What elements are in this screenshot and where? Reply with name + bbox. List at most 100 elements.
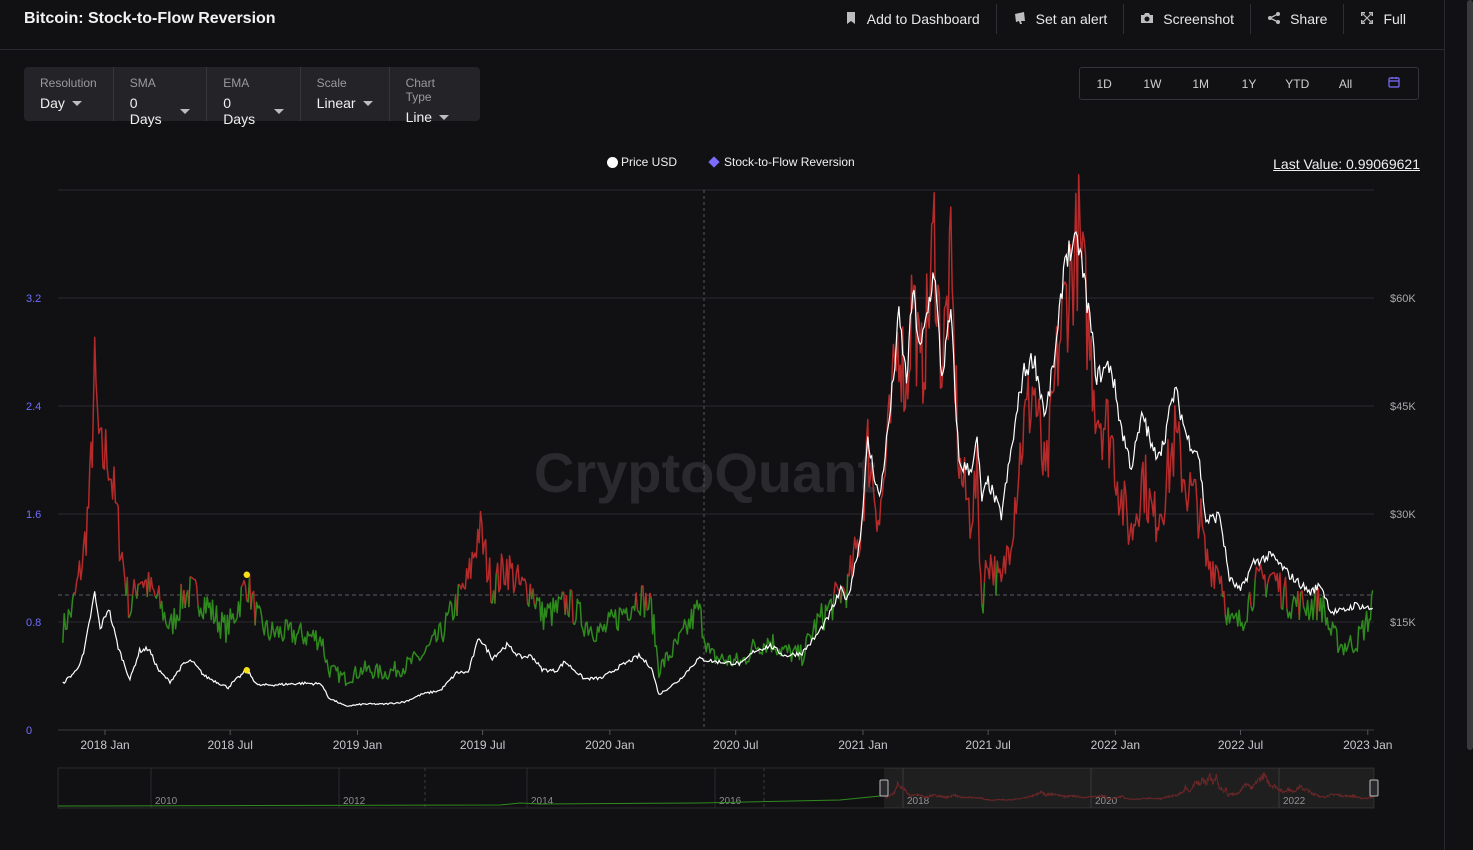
s2f-reversion-segment <box>1298 592 1302 621</box>
x-axis-tick-label: 2021 Jan <box>838 738 887 752</box>
x-axis-tick-label: 2018 Jul <box>208 738 253 752</box>
legend-item-price[interactable]: Price USD <box>607 155 677 169</box>
sma-control[interactable]: SMA 0 Days <box>114 67 208 127</box>
share-button[interactable]: Share <box>1250 4 1343 34</box>
scale-label: Scale <box>316 76 347 90</box>
navigator-label: 2018 <box>907 796 930 807</box>
camera-icon <box>1140 11 1154 28</box>
s2f-reversion-segment <box>156 585 162 609</box>
time-range-selector: 1D 1W 1M 1Y YTD All <box>1079 67 1419 100</box>
x-axis-tick-label: 2020 Jan <box>585 738 634 752</box>
set-alert-label: Set an alert <box>1035 11 1108 27</box>
sma-label: SMA <box>129 76 156 90</box>
date-range-button[interactable] <box>1370 68 1418 99</box>
chart-settings-panel: Resolution Day SMA 0 Days EMA 0 Days Sca… <box>24 67 480 127</box>
left-axis-tick-label: 0 <box>26 725 32 737</box>
chevron-down-icon <box>362 100 373 106</box>
chevron-down-icon <box>439 114 450 120</box>
fullscreen-button[interactable]: Full <box>1343 4 1422 34</box>
s2f-reversion-segment <box>250 593 254 610</box>
legend-label-price: Price USD <box>621 155 678 169</box>
s2f-reversion-segment <box>1286 590 1299 620</box>
chart-type-label: Chart Type <box>405 76 435 104</box>
range-1y-button[interactable]: 1Y <box>1241 76 1257 91</box>
legend-label-s2f-reversion: Stock-to-Flow Reversion <box>724 155 855 169</box>
scale-dropdown[interactable]: Linear <box>317 95 373 111</box>
range-ytd-button[interactable]: YTD <box>1285 76 1310 91</box>
chevron-down-icon <box>180 108 191 114</box>
s2f-reversion-segment <box>138 578 149 598</box>
left-axis-tick-label: 2.4 <box>26 401 41 413</box>
s2f-reversion-segment <box>1223 591 1227 615</box>
s2f-reversion-segment <box>126 576 130 618</box>
left-axis-tick-label: 1.6 <box>26 509 41 521</box>
header-actions: Add to Dashboard Set an alert Screenshot… <box>828 0 1422 38</box>
ema-value: 0 Days <box>223 95 256 127</box>
x-axis-tick-label: 2022 Jan <box>1091 738 1140 752</box>
s2f-reversion-segment <box>526 583 532 608</box>
range-1w-button[interactable]: 1W <box>1143 76 1162 91</box>
navigator-label: 2022 <box>1283 796 1306 807</box>
chart-type-dropdown[interactable]: Line <box>406 109 464 125</box>
resolution-dropdown[interactable]: Day <box>40 95 97 111</box>
add-to-dashboard-button[interactable]: Add to Dashboard <box>828 4 996 34</box>
chart-type-control[interactable]: Chart Type Line <box>390 67 480 125</box>
range-1d-button[interactable]: 1D <box>1096 76 1112 91</box>
chart-type-value: Line <box>405 109 433 125</box>
s2f-reversion-segment <box>646 592 651 611</box>
scrollbar[interactable] <box>1467 0 1473 750</box>
navigator-label: 2012 <box>343 796 366 807</box>
s2f-reversion-segment <box>1248 591 1252 607</box>
navigator-left-handle[interactable] <box>879 779 889 797</box>
range-all-button[interactable]: All <box>1338 76 1353 91</box>
navigator-label: 2020 <box>1095 796 1118 807</box>
s2f-reversion-segment <box>240 579 248 601</box>
set-alert-button[interactable]: Set an alert <box>995 4 1124 34</box>
navigator-selection <box>884 768 1374 808</box>
resolution-control[interactable]: Resolution Day <box>24 67 114 121</box>
navigator-series-line <box>885 772 1374 802</box>
s2f-reversion-segment <box>1254 564 1267 598</box>
navigator-right-handle[interactable] <box>1369 779 1379 797</box>
share-label: Share <box>1290 11 1328 27</box>
s2f-reversion-segment <box>246 574 251 603</box>
s2f-reversion-segment <box>650 594 835 678</box>
calendar-icon <box>1388 76 1400 91</box>
x-axis-tick-label: 2023 Jan <box>1343 738 1392 752</box>
navigator-history-line <box>57 788 885 807</box>
fullscreen-label: Full <box>1383 11 1406 27</box>
scale-control[interactable]: Scale Linear <box>301 67 390 121</box>
s2f-reversion-segment <box>1283 576 1288 609</box>
ema-control[interactable]: EMA 0 Days <box>207 67 301 127</box>
screenshot-button[interactable]: Screenshot <box>1123 4 1250 34</box>
add-to-dashboard-label: Add to Dashboard <box>866 11 980 27</box>
s2f-reversion-segment <box>1318 590 1374 656</box>
s2f-reversion-segment <box>131 578 138 599</box>
ema-dropdown[interactable]: 0 Days <box>223 95 284 127</box>
s2f-reversion-segment <box>159 583 182 635</box>
s2f-reversion-segment <box>567 589 572 618</box>
range-1m-button[interactable]: 1M <box>1192 76 1210 91</box>
s2f-reversion-segment <box>533 591 564 631</box>
s2f-reversion-segment <box>641 584 646 618</box>
s2f-hover-marker <box>243 571 250 578</box>
legend-item-s2f-reversion[interactable]: Stock-to-Flow Reversion <box>707 155 855 169</box>
s2f-reversion-segment <box>456 583 460 617</box>
right-axis-tick-label: $15K <box>1390 617 1416 629</box>
x-axis-tick-label: 2021 Jul <box>965 738 1010 752</box>
s2f-reversion-segment <box>636 585 643 616</box>
s2f-reversion-segment <box>1265 583 1269 598</box>
s2f-reversion-segment <box>532 588 536 605</box>
s2f-reversion-segment <box>495 553 529 605</box>
price-hover-marker <box>243 667 250 674</box>
navigator-label: 2010 <box>155 796 178 807</box>
sma-dropdown[interactable]: 0 Days <box>130 95 191 127</box>
s2f-reversion-segment <box>572 592 637 643</box>
s2f-reversion-segment <box>189 575 199 606</box>
s2f-reversion-segment <box>254 594 457 687</box>
watermark-logo: CryptoQuant <box>534 441 876 504</box>
left-axis-tick-label: 3.2 <box>26 293 41 305</box>
top-bar: Bitcoin: Stock-to-Flow Reversion Add to … <box>0 0 1444 50</box>
s2f-reversion-segment <box>457 510 492 603</box>
